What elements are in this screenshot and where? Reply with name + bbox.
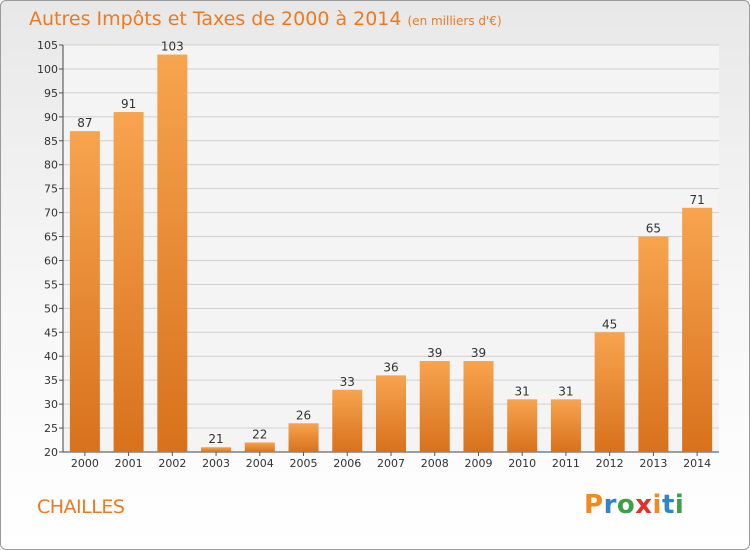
bar xyxy=(69,131,100,452)
x-tick-label: 2003 xyxy=(202,457,230,470)
data-label: 22 xyxy=(252,427,267,441)
x-tick-label: 2004 xyxy=(246,457,274,470)
commune-name: CHAILLES xyxy=(37,496,125,518)
bar xyxy=(244,442,275,452)
bar xyxy=(638,236,669,452)
y-tick-label: 90 xyxy=(44,111,58,124)
y-tick-label: 70 xyxy=(44,207,58,220)
y-tick-label: 105 xyxy=(37,39,58,52)
bar xyxy=(550,399,581,452)
x-tick-label: 2013 xyxy=(639,457,667,470)
x-tick-label: 2012 xyxy=(596,457,624,470)
y-tick-label: 95 xyxy=(44,87,58,100)
data-label: 65 xyxy=(646,222,661,236)
y-tick-label: 30 xyxy=(44,398,58,411)
data-label: 39 xyxy=(427,346,442,360)
data-label: 31 xyxy=(515,384,530,398)
bar xyxy=(201,447,232,452)
y-tick-label: 60 xyxy=(44,254,58,267)
bar xyxy=(419,361,450,452)
y-tick-label: 75 xyxy=(44,183,58,196)
y-tick-label: 55 xyxy=(44,278,58,291)
title-unit: (en milliers d'€) xyxy=(407,14,502,28)
data-label: 21 xyxy=(208,432,223,446)
data-label: 36 xyxy=(383,360,398,374)
proxiti-logo: Proxiti xyxy=(584,490,685,520)
x-tick-label: 2002 xyxy=(158,457,186,470)
y-tick-label: 25 xyxy=(44,422,58,435)
y-tick-label: 45 xyxy=(44,326,58,339)
data-label: 45 xyxy=(602,317,617,331)
x-tick-label: 2005 xyxy=(290,457,318,470)
y-tick-label: 100 xyxy=(37,63,58,76)
x-tick-label: 2014 xyxy=(683,457,711,470)
data-label: 71 xyxy=(689,193,704,207)
y-tick-label: 35 xyxy=(44,374,58,387)
data-label: 103 xyxy=(161,40,184,54)
data-label: 31 xyxy=(558,384,573,398)
y-tick-label: 85 xyxy=(44,135,58,148)
x-tick-label: 2011 xyxy=(552,457,580,470)
x-tick-label: 2010 xyxy=(508,457,536,470)
data-label: 87 xyxy=(77,116,92,130)
x-tick-label: 2008 xyxy=(421,457,449,470)
y-tick-label: 65 xyxy=(44,231,58,244)
x-tick-label: 2007 xyxy=(377,457,405,470)
bar xyxy=(288,423,319,452)
bar xyxy=(594,332,625,452)
data-label: 91 xyxy=(121,97,136,111)
bar xyxy=(376,375,406,452)
title-text: Autres Impôts et Taxes de 2000 à 2014 xyxy=(29,8,402,30)
x-tick-label: 2009 xyxy=(464,457,492,470)
bar xyxy=(463,361,494,452)
y-tick-label: 50 xyxy=(44,302,58,315)
x-tick-label: 2001 xyxy=(115,457,143,470)
bar xyxy=(332,389,363,452)
bar xyxy=(507,399,538,452)
bar xyxy=(113,112,144,453)
x-tick-label: 2006 xyxy=(333,457,361,470)
x-tick-label: 2000 xyxy=(71,457,99,470)
chart-title: Autres Impôts et Taxes de 2000 à 2014 (en… xyxy=(29,8,502,30)
y-tick-label: 20 xyxy=(44,446,58,459)
y-tick-label: 80 xyxy=(44,159,58,172)
bar xyxy=(157,54,188,452)
bar xyxy=(682,207,713,452)
data-label: 26 xyxy=(296,408,311,422)
data-label: 33 xyxy=(340,375,355,389)
data-label: 39 xyxy=(471,346,486,360)
y-tick-label: 40 xyxy=(44,350,58,363)
